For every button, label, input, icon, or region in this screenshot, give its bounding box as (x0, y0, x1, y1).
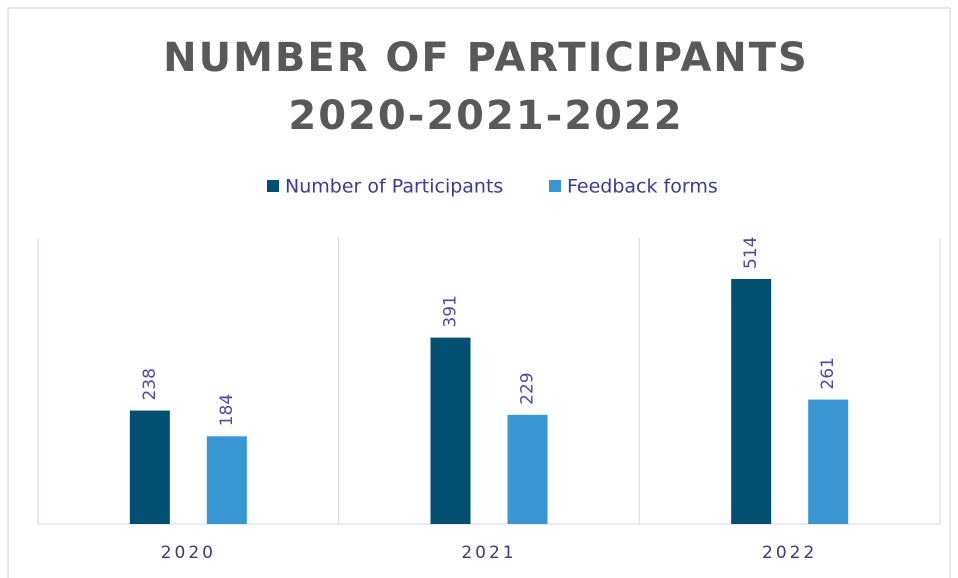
legend-swatch (267, 180, 279, 192)
bar (206, 436, 247, 524)
data-label: 261 (818, 357, 838, 389)
data-label: 238 (140, 368, 160, 400)
bar (731, 278, 772, 524)
legend-label: Feedback forms (567, 176, 718, 198)
data-label: 229 (518, 372, 538, 404)
x-tick-label: 2020 (161, 543, 216, 563)
data-label: 514 (741, 237, 761, 269)
data-label: 184 (217, 394, 237, 426)
bar (808, 399, 849, 524)
bar (129, 410, 170, 524)
legend-swatch (549, 180, 561, 192)
chart-title-line: NUMBER OF PARTICIPANTS (163, 35, 809, 81)
bar (507, 414, 548, 524)
data-label: 391 (441, 295, 461, 327)
bar (430, 337, 471, 524)
legend-label: Number of Participants (285, 176, 503, 198)
x-tick-label: 2022 (762, 543, 817, 563)
x-tick-label: 2021 (461, 543, 516, 563)
chart-title-line: 2020-2021-2022 (288, 93, 683, 139)
